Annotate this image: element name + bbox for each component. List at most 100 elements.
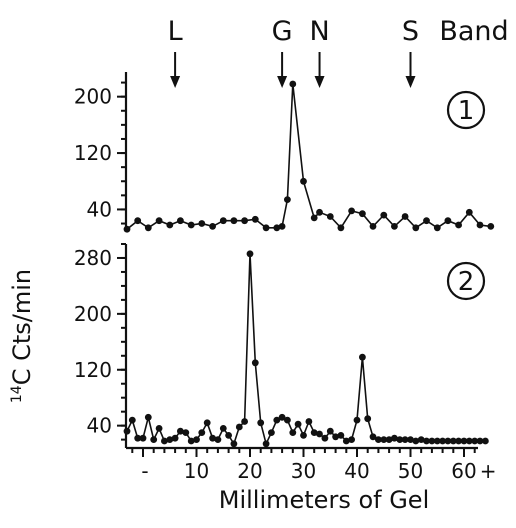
panel-1-data-point	[455, 221, 462, 229]
panel-2-data-point	[139, 434, 147, 442]
panel-2-data-point	[321, 434, 329, 442]
panel-1-data-point	[337, 224, 345, 232]
panel-2-data-point	[476, 437, 484, 445]
band-header-label: Band	[439, 16, 508, 47]
panel-1-data-point	[284, 196, 291, 204]
panel-1-data-point	[380, 211, 388, 219]
band-label-N: N	[309, 16, 329, 47]
panel-1-data-point	[123, 225, 131, 233]
panel-2-data-point	[444, 437, 452, 445]
panel-2-y-tick-label: 120	[74, 358, 112, 382]
x-axis-title: Millimeters of Gel	[219, 486, 430, 514]
x-tick-label: 20	[237, 459, 262, 483]
panel-2-data-point	[455, 437, 462, 445]
panel-2-data-point	[235, 423, 243, 431]
panel-2-data-point	[460, 437, 468, 445]
panel-2-data-point	[396, 436, 404, 443]
panel-2-data-point	[439, 437, 446, 445]
panel-2-y-tick-label: 200	[74, 302, 112, 326]
panel-2-label-circle	[446, 261, 486, 301]
panel-2-data-point	[219, 425, 227, 432]
panel-2-data-point	[182, 429, 190, 436]
x-tick-label: -	[141, 459, 148, 483]
panel-2-data-point	[262, 440, 270, 448]
panel-1-y-tick-label: 40	[87, 197, 112, 221]
panel-2-data-point	[385, 436, 393, 443]
panel-1-data-point	[316, 208, 323, 216]
panel-1-data-point	[262, 224, 270, 232]
panel-2-chart: 40 120 200 280 2	[74, 243, 489, 448]
panel-1-data-point	[359, 210, 366, 218]
band-label-S: S	[402, 16, 419, 47]
panel-1-data-point	[300, 177, 307, 185]
panel-2-data-point	[380, 436, 388, 443]
panel-2-data-point	[305, 418, 313, 425]
panel-2-data-point	[433, 437, 441, 445]
band-label-L: L	[168, 16, 183, 47]
panel-1-y-tick-label: 200	[74, 85, 112, 109]
panel-2-label: 2	[458, 267, 475, 297]
panel-2-data-point	[150, 436, 158, 443]
band-arrowhead-N	[314, 76, 325, 88]
panel-2-data-point	[401, 436, 409, 443]
panel-2-data-point	[166, 436, 174, 443]
panel-1-data-point	[177, 217, 184, 225]
panel-2-data-point	[177, 427, 184, 435]
panel-2-data-point	[428, 437, 436, 445]
band-arrowhead-L	[170, 76, 181, 88]
panel-1-data-point	[487, 223, 495, 230]
panel-1-label-circle	[446, 90, 486, 130]
panel-2-data-point	[209, 434, 217, 442]
y-axis-title: 14C Cts/min	[8, 269, 36, 403]
panel-1-data-point	[391, 223, 398, 230]
panel-2-data-point	[230, 440, 238, 448]
panel-1-data-point	[348, 207, 355, 215]
panel-1-data-point	[278, 223, 286, 230]
panel-2-data-point	[364, 415, 372, 423]
panel-2-data-point	[348, 436, 355, 443]
panel-2-data-point	[316, 430, 323, 438]
panel-2-data-point	[161, 437, 168, 445]
panel-2-data-point	[391, 434, 398, 442]
panel-2-data-point	[332, 433, 339, 441]
panel-2-data-point	[359, 353, 366, 361]
x-tick-label: 10	[184, 459, 209, 483]
panel-2-data-point	[203, 419, 211, 427]
x-tick-label: 40	[344, 459, 369, 483]
panel-2-data-point	[423, 437, 430, 445]
panel-1-chart: 40 120 200 1	[74, 72, 495, 233]
panel-1-trace-line	[126, 83, 491, 230]
panel-2-data-point	[284, 416, 291, 424]
panel-1-data-point	[465, 208, 473, 216]
panel-2-data-point	[257, 419, 265, 427]
panel-2-data-point	[187, 437, 195, 445]
panel-1-data-point	[198, 220, 206, 227]
x-tick-label: 30	[291, 459, 316, 483]
panel-2-data-point	[123, 427, 131, 435]
panel-1-data-point	[134, 217, 142, 225]
panel-2-data-point	[251, 359, 259, 367]
panel-1-data-point	[433, 224, 441, 232]
band-label-G: G	[272, 16, 293, 47]
panel-2-data-point	[342, 437, 350, 445]
panel-1-data-point	[241, 217, 249, 225]
panel-1-data-point	[310, 214, 318, 222]
panel-1-data-point	[401, 213, 409, 220]
panel-2-data-point	[300, 432, 307, 439]
panel-1-y-tick-label: 120	[74, 141, 112, 165]
y-axis-title-superscript: 14	[9, 385, 25, 403]
panel-2-data-point	[241, 418, 249, 425]
panel-2-data-point	[449, 437, 457, 445]
panel-2-data-point	[268, 429, 275, 436]
panel-1-data-point	[230, 217, 238, 225]
panel-1-data-point	[155, 217, 163, 225]
panel-2-data-point	[412, 437, 420, 445]
panel-2-data-point	[310, 429, 318, 436]
panel-2-data-point	[465, 437, 473, 445]
panel-2-data-point	[214, 436, 222, 443]
panel-2-data-point	[289, 429, 297, 436]
panel-1-data-point	[166, 221, 174, 229]
panel-2-data-point	[171, 434, 179, 442]
panel-2-data-point	[353, 416, 361, 424]
